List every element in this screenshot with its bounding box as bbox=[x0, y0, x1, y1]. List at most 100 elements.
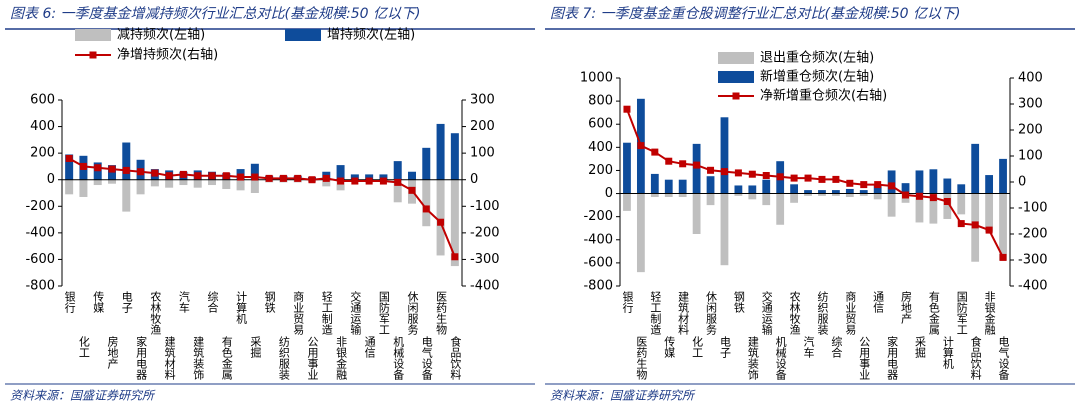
y2-tick-label: 0 bbox=[1018, 175, 1026, 190]
bar bbox=[706, 176, 715, 194]
bar bbox=[720, 193, 729, 266]
bar bbox=[122, 142, 131, 180]
x-tick-label: 建筑装饰 bbox=[192, 335, 205, 380]
bar bbox=[208, 179, 216, 186]
x-tick-label: 化工 bbox=[691, 335, 704, 358]
legend-label: 新增重仓频次(左轴) bbox=[760, 69, 874, 85]
line-marker bbox=[776, 173, 784, 181]
bar bbox=[636, 193, 645, 273]
y-tick-label: -600 bbox=[583, 255, 613, 270]
bar bbox=[65, 154, 74, 180]
x-tick-label: 商业贸易 bbox=[844, 290, 857, 336]
bar bbox=[408, 171, 416, 180]
bar bbox=[957, 184, 966, 194]
bar bbox=[985, 193, 994, 232]
y-tick-label: -800 bbox=[25, 279, 55, 294]
line-marker bbox=[137, 168, 145, 176]
bar bbox=[887, 193, 896, 217]
line-marker bbox=[637, 142, 645, 150]
line-marker bbox=[929, 194, 937, 202]
line-marker bbox=[422, 205, 430, 213]
x-tick-label: 非银金融 bbox=[335, 336, 348, 381]
line-marker bbox=[165, 172, 173, 180]
x-tick-label: 休闲服务 bbox=[406, 291, 419, 335]
line-marker bbox=[308, 176, 316, 184]
x-tick-label: 纺织服装 bbox=[277, 335, 290, 381]
y-tick-label: -400 bbox=[583, 232, 613, 247]
y-tick-label: 400 bbox=[30, 119, 55, 134]
bar bbox=[915, 170, 924, 194]
y-tick-label: 200 bbox=[588, 163, 613, 178]
bar bbox=[422, 179, 431, 227]
line-marker bbox=[804, 174, 812, 182]
line-marker bbox=[679, 160, 687, 168]
bar bbox=[623, 142, 631, 194]
y2-tick-label: -400 bbox=[470, 279, 500, 294]
bar bbox=[93, 179, 102, 186]
x-tick-label: 国防军工 bbox=[377, 291, 390, 335]
line-marker bbox=[151, 169, 159, 177]
x-tick-label: 化工 bbox=[77, 335, 90, 358]
bar bbox=[623, 193, 631, 211]
bar bbox=[706, 193, 715, 206]
x-tick-label: 电子 bbox=[718, 336, 731, 358]
bar bbox=[450, 133, 459, 180]
bar bbox=[845, 193, 854, 198]
x-tick-label: 计算机 bbox=[941, 336, 954, 369]
y-tick-label: 400 bbox=[588, 140, 613, 155]
x-tick-label: 汽车 bbox=[177, 290, 190, 314]
y2-tick-label: 0 bbox=[470, 172, 478, 187]
x-tick-label: 医药生物 bbox=[635, 336, 648, 380]
bar bbox=[65, 179, 74, 195]
legend-label: 增持频次(左轴) bbox=[327, 27, 415, 43]
x-tick-label: 通信 bbox=[872, 291, 885, 314]
legend-swatch bbox=[718, 52, 754, 64]
line-marker bbox=[351, 177, 359, 185]
line-marker bbox=[762, 172, 770, 179]
y2-tick-label: 100 bbox=[470, 146, 495, 161]
line bbox=[68, 157, 456, 258]
x-tick-label: 家用电器 bbox=[135, 335, 148, 381]
bar bbox=[804, 193, 812, 196]
line-marker bbox=[208, 172, 216, 180]
bar bbox=[165, 179, 174, 188]
x-tick-label: 采掘 bbox=[249, 336, 262, 359]
bar bbox=[664, 193, 673, 198]
bar bbox=[845, 188, 854, 194]
line-marker bbox=[108, 165, 116, 173]
line-marker bbox=[294, 174, 302, 182]
chart-title: 图表 7: 一季度基金重仓股调整行业汇总对比(基金规模:50 亿以下) bbox=[550, 6, 960, 22]
bar bbox=[379, 174, 388, 180]
bar bbox=[831, 193, 840, 196]
x-tick-label: 农林牧渔 bbox=[788, 290, 801, 336]
x-tick-label: 轻工制造 bbox=[649, 290, 662, 335]
line-marker bbox=[999, 253, 1007, 261]
line-marker bbox=[79, 162, 87, 170]
bar bbox=[436, 123, 445, 180]
bar bbox=[336, 165, 345, 180]
bar bbox=[150, 179, 159, 187]
bar bbox=[108, 179, 116, 184]
chart-title: 图表 6: 一季度基金增减持频次行业汇总对比(基金规模:50 亿以下) bbox=[10, 6, 420, 22]
x-tick-label: 农林牧渔 bbox=[149, 290, 162, 336]
x-tick-label: 银行 bbox=[63, 290, 76, 314]
x-tick-label: 传媒 bbox=[92, 291, 105, 314]
bar bbox=[873, 193, 882, 200]
x-tick-label: 房地产 bbox=[106, 336, 119, 370]
bar bbox=[250, 179, 259, 193]
legend-label: 净新增重仓频次(右轴) bbox=[760, 88, 887, 104]
y-tick-label: -200 bbox=[25, 199, 55, 214]
x-tick-label: 建筑材料 bbox=[677, 290, 690, 336]
x-tick-label: 公用事业 bbox=[858, 336, 871, 380]
x-tick-label: 公用事业 bbox=[306, 336, 319, 380]
x-tick-label: 钢铁 bbox=[732, 291, 745, 313]
y2-tick-label: -400 bbox=[1018, 279, 1048, 294]
bar bbox=[818, 190, 826, 194]
bar bbox=[422, 147, 431, 180]
x-tick-label: 交通运输 bbox=[760, 290, 773, 336]
bar bbox=[436, 179, 445, 256]
line-marker bbox=[251, 173, 259, 181]
x-tick-label: 食品饮料 bbox=[449, 335, 462, 381]
y-tick-label: -400 bbox=[25, 225, 55, 240]
line-marker bbox=[122, 166, 130, 174]
